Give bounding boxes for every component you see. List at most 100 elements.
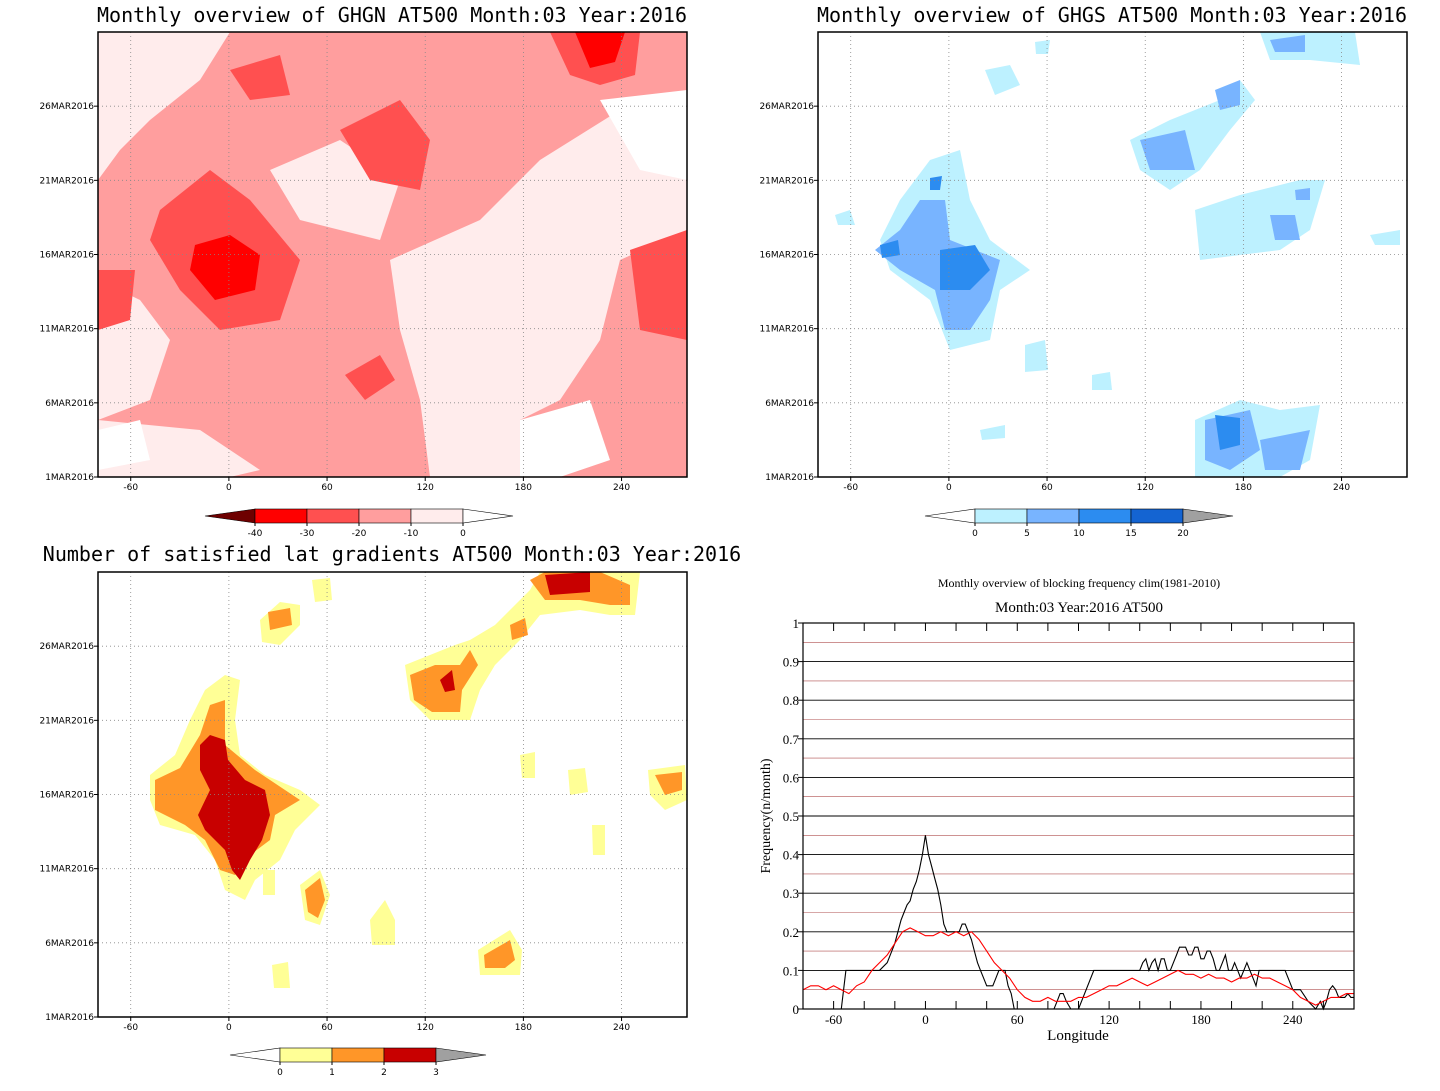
colorbar-segment [1130,508,1184,524]
x-tick-label: 0 [922,1012,929,1027]
x-tick-label: 120 [1137,483,1154,493]
colorbar-label: 15 [1125,529,1136,539]
colorbar-label: 20 [1177,529,1189,539]
x-tick-label: 240 [613,1023,630,1033]
gradients-one-area [520,752,535,778]
ghgn-negative-area [230,55,290,100]
colorbar-segment [254,508,308,524]
x-tick-label: 120 [1099,1012,1119,1027]
x-tick-label: 180 [1191,1012,1211,1027]
colorbar-segment [1026,508,1080,524]
x-tick-label: -60 [123,1023,138,1033]
y-tick-label: 0.7 [783,732,800,747]
colorbar-label: -10 [404,529,419,539]
ghgs-strong-anomaly-area [1140,130,1195,170]
gradients-three-area [545,572,590,595]
x-tick-label: 0 [946,483,952,493]
ghgs-strongest-anomaly-area [940,245,990,290]
ghgn-white-area [520,400,610,477]
ghgs-anomaly-area [1035,40,1050,54]
y-tick-label: 26MAR2016 [39,102,94,112]
colorbar-segment [279,1047,333,1063]
gradients-one-area [370,900,395,945]
colorbar-segment [358,508,412,524]
colorbar-segment [306,508,360,524]
x-tick-label: -60 [825,1012,842,1027]
ghgs-anomaly-area [985,65,1020,95]
y-tick-label: 0.3 [783,886,799,901]
x-tick-label: 180 [515,1023,532,1033]
colorbar-label: 3 [433,1068,439,1078]
x-tick-label: 0 [226,483,232,493]
y-tick-label: 1MAR2016 [45,473,94,483]
blocking-x-axis-label: Longitude [1047,1028,1109,1044]
x-tick-label: 120 [417,1023,434,1033]
gradients-two-area [484,940,515,968]
colorbar-label: -30 [300,529,315,539]
gradients-one-area [592,825,605,855]
gradients-field [98,572,687,1017]
y-tick-label: 0.5 [783,809,799,824]
colorbar-end-triangle [1182,508,1234,524]
colorbar-label: -20 [352,529,367,539]
ghgn-white-area [98,420,150,470]
y-tick-label: 16MAR2016 [759,251,814,261]
colorbar-end-triangle [435,1047,487,1063]
colorbar-end-triangle [462,508,514,524]
y-tick-label: 11MAR2016 [759,325,814,335]
gradients-two-area [305,878,325,918]
y-tick-label: 21MAR2016 [39,716,94,726]
y-tick-label: 16MAR2016 [39,251,94,261]
ghgs-strongest-anomaly-area [1215,415,1240,450]
ghgs-strong-anomaly-area [1295,188,1310,200]
x-tick-label: 180 [515,483,532,493]
ghgs-strong-anomaly-area [875,200,1000,330]
ghgn-axes: -60 0 60 120 180 240 1MAR2016 6MAR2016 11MAR2016… [39,102,630,493]
ghgs-strong-anomaly-area [1215,80,1240,110]
y-tick-label: 0.9 [783,655,799,670]
gradients-one-area [568,768,588,795]
x-tick-label: 60 [321,483,333,493]
y-tick-label: 11MAR2016 [39,865,94,875]
ghgs-anomaly-area [980,425,1005,440]
gradients-panel: Number of satisfied lat gradients AT500 … [39,542,741,1078]
colorbar-label: 2 [381,1068,387,1078]
ghgn-field [98,32,687,477]
gradients-title: Number of satisfied lat gradients AT500 … [43,542,741,566]
y-tick-label: 21MAR2016 [759,176,814,186]
x-tick-label: 0 [226,1023,232,1033]
y-tick-label: 6MAR2016 [765,399,814,409]
y-tick-label: 0.1 [783,963,799,978]
ghgs-title: Monthly overview of GHGS AT500 Month:03 … [817,3,1407,27]
y-tick-label: 0.8 [783,693,799,708]
ghgs-strongest-anomaly-area [880,240,900,258]
x-tick-label: 180 [1235,483,1252,493]
gradients-colorbar: 0 1 2 3 [229,1047,487,1078]
blocking-frequency-line [803,835,1354,1011]
colorbar-segment [383,1047,437,1063]
ghgs-axes: -60 0 60 120 180 240 1MAR2016 6MAR2016 11MAR2016… [759,102,1350,493]
blocking-title: Monthly overview of blocking frequency c… [938,576,1220,590]
colorbar-end-triangle [924,508,976,524]
ghgs-strong-anomaly-area [1270,35,1305,52]
ghgs-field [818,32,1407,477]
ghgs-anomaly-area [1025,340,1048,372]
gradients-axes: -60 0 60 120 180 240 1MAR2016 6MAR2016 11MAR2016… [39,642,630,1033]
y-tick-label: 1MAR2016 [45,1013,94,1023]
colorbar-end-triangle [204,508,256,524]
y-tick-label: 0.4 [783,848,800,863]
gradients-two-area [655,772,682,795]
ghgs-strongest-anomaly-area [930,176,942,190]
y-tick-label: 16MAR2016 [39,791,94,801]
colorbar-segment [331,1047,385,1063]
ghgn-title: Monthly overview of GHGN AT500 Month:03 … [97,3,687,27]
y-tick-label: 6MAR2016 [45,939,94,949]
x-tick-label: 240 [613,483,630,493]
blocking-y-axis-label: Frequency(n/month) [759,758,774,873]
y-tick-label: 0.6 [783,770,800,785]
x-tick-label: 240 [1283,1012,1303,1027]
colorbar-segment [410,508,464,524]
x-tick-label: 60 [1041,483,1053,493]
gradients-three-area [440,670,455,692]
